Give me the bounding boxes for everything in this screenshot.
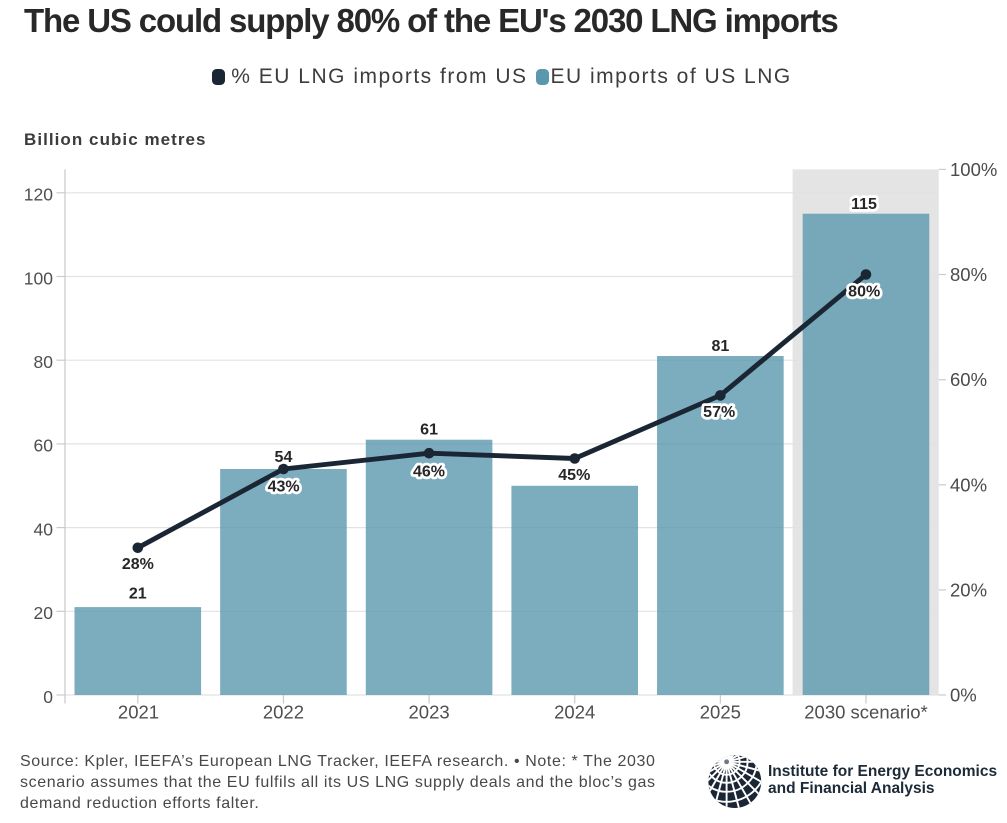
svg-text:60: 60: [34, 436, 54, 456]
svg-text:81: 81: [711, 338, 729, 355]
svg-text:120: 120: [24, 185, 53, 205]
svg-text:0%: 0%: [950, 685, 977, 706]
svg-text:20%: 20%: [950, 579, 987, 600]
svg-text:2030 scenario*: 2030 scenario*: [804, 702, 927, 723]
svg-text:60%: 60%: [950, 369, 987, 390]
svg-text:28%: 28%: [122, 556, 154, 573]
svg-text:100: 100: [24, 268, 53, 288]
svg-text:46%: 46%: [413, 463, 445, 480]
svg-text:2025: 2025: [700, 702, 741, 723]
svg-text:45%: 45%: [558, 467, 590, 484]
svg-text:57%: 57%: [703, 404, 735, 421]
svg-text:0: 0: [43, 687, 53, 707]
svg-text:21: 21: [129, 585, 147, 602]
svg-text:20: 20: [34, 603, 54, 623]
svg-text:80%: 80%: [950, 264, 987, 285]
svg-text:80%: 80%: [848, 284, 880, 301]
svg-text:40: 40: [34, 519, 54, 539]
svg-text:2023: 2023: [409, 702, 450, 723]
svg-text:100%: 100%: [950, 159, 997, 180]
svg-text:43%: 43%: [268, 478, 300, 495]
svg-text:2022: 2022: [263, 702, 304, 723]
svg-text:115: 115: [851, 196, 877, 213]
svg-text:54: 54: [275, 449, 293, 466]
svg-text:2024: 2024: [554, 702, 595, 723]
svg-text:40%: 40%: [950, 474, 987, 495]
svg-text:80: 80: [34, 352, 54, 372]
svg-text:61: 61: [420, 422, 438, 439]
svg-text:2021: 2021: [118, 702, 159, 723]
